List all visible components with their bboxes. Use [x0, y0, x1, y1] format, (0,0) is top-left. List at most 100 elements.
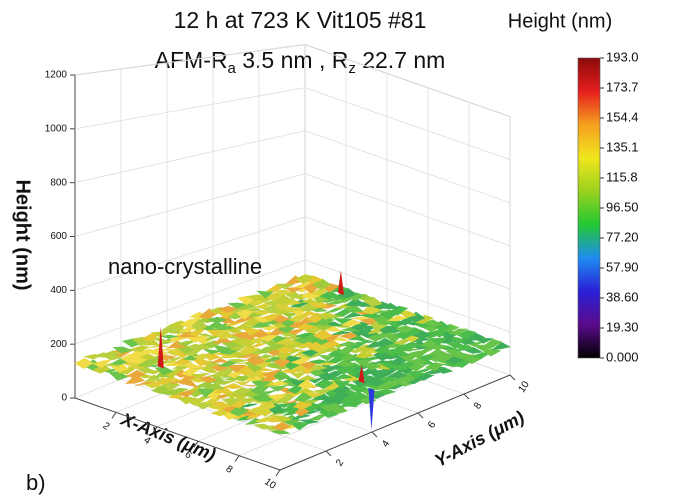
colorbar-tick-label: 38.60	[606, 289, 639, 304]
surface-patch	[134, 382, 153, 387]
surface-patch	[173, 356, 194, 365]
chart-subtitle: AFM-Ra 3.5 nm , Rz 22.7 nm	[155, 47, 446, 77]
colorbar-tick-label: 57.90	[606, 259, 639, 274]
surface-spike	[157, 326, 164, 369]
surface-patch	[211, 352, 230, 357]
surface-patch	[197, 376, 218, 383]
surface-patch	[164, 360, 184, 367]
surface-patch	[343, 311, 363, 319]
surface-patch	[160, 334, 179, 339]
grid-line	[74, 130, 306, 184]
surface-patch	[139, 348, 159, 353]
surface-patch	[291, 413, 310, 421]
colorbar-tick-label: 173.7	[606, 79, 639, 94]
surface-patch	[397, 310, 417, 319]
surface-patch	[226, 364, 247, 373]
surface-patch	[387, 315, 408, 322]
z-tick-label: 0	[61, 393, 67, 404]
surface-spike	[358, 364, 365, 384]
subtitle-part: 22.7 nm	[356, 47, 446, 73]
surface-patch	[298, 310, 317, 317]
colorbar-tick-label: 77.20	[606, 229, 639, 244]
surface-patch	[395, 325, 415, 334]
surface-patch	[210, 358, 229, 364]
surface-patch	[215, 315, 236, 324]
surface-spike	[368, 387, 375, 431]
surface-patch	[150, 337, 169, 343]
surface-patch	[245, 307, 264, 312]
surface-patch	[337, 287, 357, 299]
grid-line	[74, 216, 306, 291]
surface-patch	[313, 328, 333, 340]
surface-patch	[299, 301, 319, 312]
surface-patch	[103, 350, 122, 355]
surface-patch	[182, 363, 201, 369]
x-tick	[275, 469, 281, 477]
surface-patch	[275, 289, 294, 295]
surface	[74, 270, 511, 435]
grid-line	[304, 130, 511, 204]
y-axis	[279, 374, 511, 471]
surface-patch	[481, 348, 502, 357]
colorbar-tick-label: 154.4	[606, 109, 639, 124]
subtitle-part: z	[348, 60, 356, 77]
z-tick-label: 800	[50, 177, 67, 188]
y-tick	[325, 450, 332, 457]
surface-patch	[281, 305, 301, 313]
y-tick-label: 10	[516, 379, 532, 395]
surface-patch	[406, 364, 427, 372]
surface-patch	[191, 358, 212, 367]
x-tick	[111, 412, 117, 419]
surface-patch	[401, 341, 422, 350]
x-tick-label: 8	[223, 464, 234, 476]
surface-patch	[275, 283, 295, 290]
surface-patch	[447, 335, 468, 344]
surface-patch	[161, 376, 182, 382]
surface-patch	[228, 358, 247, 363]
surface-patch	[448, 328, 469, 336]
surface-patch	[207, 316, 228, 324]
y-tick	[417, 412, 424, 419]
surface-patch	[377, 375, 399, 383]
surface-patch	[271, 422, 292, 431]
z-axis-label: Height (nm)	[12, 179, 34, 290]
colorbar-tick-label: 19.30	[606, 319, 639, 334]
surface-patch	[159, 386, 180, 396]
surface-patch	[319, 290, 339, 300]
x-tick	[193, 440, 199, 448]
surface-patch	[341, 327, 360, 332]
x-axis-label: X-Axis (μm)	[117, 408, 218, 464]
y-axis-label: Y-Axis (μm)	[431, 407, 527, 471]
surface-patch	[405, 370, 426, 380]
z-tick-label: 1000	[45, 123, 68, 134]
grid-line	[74, 259, 306, 345]
surface-patch	[335, 358, 356, 368]
surface-patch	[316, 311, 336, 320]
surface-patch	[196, 380, 217, 389]
surface-patch	[482, 338, 503, 349]
surface-patch	[334, 373, 353, 380]
grid-line	[74, 44, 306, 76]
surface-patch	[232, 387, 252, 396]
surface-patch	[206, 321, 227, 329]
surface-patch	[330, 337, 350, 342]
surface-patch	[446, 341, 467, 349]
surface-patch	[169, 387, 189, 394]
surface-patch	[341, 319, 362, 327]
surface-patch	[246, 353, 266, 366]
surface-patch	[412, 330, 432, 339]
colorbar-tick-label: 0.000	[606, 349, 639, 364]
surface-patch	[264, 412, 284, 419]
grid-line	[304, 44, 511, 117]
grid-line	[74, 87, 306, 130]
surface-patch	[426, 348, 447, 356]
surface-patch	[297, 375, 317, 381]
annotation: nano-crystalline	[108, 254, 262, 279]
surface-patch	[270, 380, 289, 386]
surface-patch	[314, 378, 334, 389]
surface-patch	[272, 415, 293, 423]
panel-label: b)	[26, 470, 46, 495]
grid-line	[304, 87, 511, 161]
surface-patch	[294, 274, 315, 285]
